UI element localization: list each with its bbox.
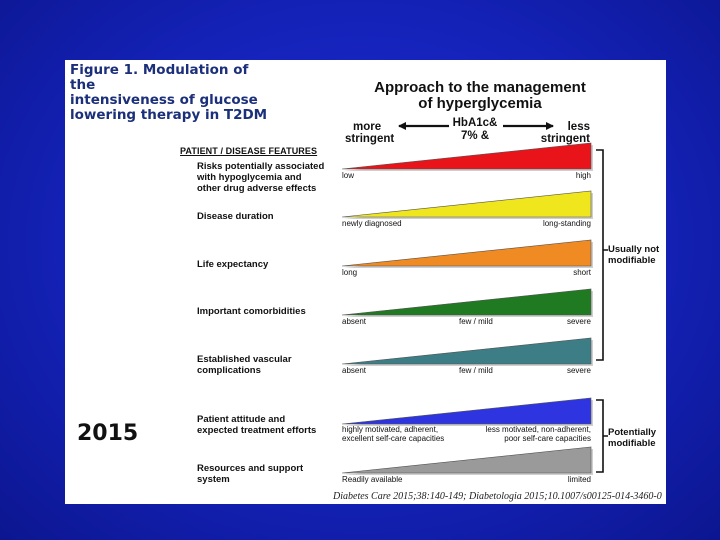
feature-label-line: other drug adverse effects	[197, 183, 317, 194]
hba1c-line: HbA1c&	[452, 117, 498, 129]
scale-left: long	[342, 268, 357, 277]
more-stringent-line: more	[353, 121, 382, 133]
scale-mid: few / mild	[459, 366, 493, 375]
feature-label: Patient attitude and expected treatment e…	[197, 414, 316, 436]
caption-line: intensiveness of glucose	[70, 92, 258, 108]
diagram-graphics	[341, 122, 608, 475]
feature-label: Resources and support system	[197, 463, 303, 485]
less-stringent-line: less	[567, 121, 590, 133]
features-header: PATIENT / DISEASE FEATURES	[180, 146, 318, 156]
caption-line: Figure 1. Modulation of the	[70, 62, 249, 93]
group-label-line: Potentially	[608, 427, 657, 438]
wedge-bar	[341, 142, 592, 170]
scale-right-line: less motivated, non-adherent,	[485, 425, 591, 434]
scale-left: Readily available	[342, 475, 402, 484]
bracket-modifiable	[596, 399, 608, 473]
scale-right: limited	[342, 475, 591, 484]
scale-left: absent	[342, 317, 366, 326]
scale-left: low	[342, 171, 354, 180]
group-label-not-modifiable: Usually not modifiable	[608, 244, 659, 266]
scale-left-line: Readily available	[342, 475, 403, 484]
wedge-bar	[341, 337, 592, 365]
scale-left: highly motivated, adherent, excellent sel…	[342, 425, 444, 443]
feature-label-line: Resources and support	[197, 463, 304, 474]
scale-right: long-standing	[342, 219, 591, 228]
feature-label-line: with hypoglycemia and	[197, 172, 302, 183]
group-label-line: Usually not	[608, 244, 660, 255]
caption-line: lowering therapy in T2DM	[70, 107, 268, 123]
title-line: of hyperglycemia	[418, 95, 542, 112]
scale-left: absent	[342, 366, 366, 375]
feature-label: Risks potentially associated with hypogly…	[197, 161, 324, 194]
less-stringent-line: stringent	[540, 133, 590, 145]
wedge-bar	[341, 397, 592, 425]
group-label-line: modifiable	[608, 438, 656, 449]
scale-right-line: severe	[566, 317, 591, 326]
feature-label: Disease duration	[197, 211, 274, 222]
year-label: 2015	[77, 421, 139, 446]
scale-right-line: poor self-care capacities	[504, 434, 591, 443]
scale-right: short	[342, 268, 591, 277]
wedge-bar	[341, 446, 592, 474]
more-stringent-line: stringent	[345, 133, 395, 145]
more-stringent-label: more stringent	[345, 121, 394, 145]
wedge-bar	[341, 190, 592, 218]
reference-citation: Diabetes Care 2015;38:140-149; Diabetolo…	[333, 491, 662, 502]
feature-label-line: Risks potentially associated	[197, 161, 325, 172]
wedge-bar	[341, 239, 592, 267]
feature-label-line: Life expectancy	[197, 259, 269, 270]
feature-label-line: Important comorbidities	[197, 306, 306, 317]
figure-caption: Figure 1. Modulation of the intensivenes…	[70, 63, 270, 123]
scale-right-line: severe	[566, 366, 591, 375]
scale-mid-line: few / mild	[459, 317, 493, 326]
scale-mid: few / mild	[459, 317, 493, 326]
feature-label-line: complications	[197, 365, 261, 376]
scale-left-line: long	[342, 268, 358, 277]
less-stringent-label: less stringent	[538, 121, 590, 145]
hba1c-label: HbA1c& 7% &	[435, 117, 515, 143]
scale-right-line: short	[573, 268, 591, 277]
wedge-bar	[341, 288, 592, 316]
scale-right: high	[342, 171, 591, 180]
feature-label-line: Established vascular	[197, 354, 292, 365]
feature-label: Important comorbidities	[197, 306, 306, 317]
feature-label-line: Disease duration	[197, 211, 274, 222]
scale-left-line: newly diagnosed	[342, 219, 402, 228]
scale-right: severe	[342, 317, 591, 326]
feature-label: Established vascular complications	[197, 354, 292, 376]
scale-right: less motivated, non-adherent, poor self-c…	[342, 425, 591, 443]
scale-right-line: limited	[567, 475, 591, 484]
scale-mid-line: few / mild	[459, 366, 493, 375]
scale-left-line: excellent self-care capacities	[342, 434, 445, 443]
feature-label: Life expectancy	[197, 259, 268, 270]
scale-left-line: low	[342, 171, 355, 180]
feature-label-line: system	[197, 474, 230, 485]
wedges	[341, 142, 593, 475]
scale-left-line: absent	[342, 366, 367, 375]
feature-label-line: Patient attitude and	[197, 414, 286, 425]
hba1c-line: 7% &	[460, 130, 490, 142]
scale-right: severe	[342, 366, 591, 375]
group-label-line: modifiable	[608, 255, 656, 266]
scale-right-line: high	[575, 171, 591, 180]
diagram-title: Approach to the management of hyperglyce…	[335, 80, 625, 112]
bracket-not-modifiable	[596, 149, 608, 361]
title-line: Approach to the management	[374, 79, 586, 96]
figure-card: Figure 1. Modulation of the intensivenes…	[65, 60, 666, 504]
scale-left: newly diagnosed	[342, 219, 402, 228]
scale-left-line: absent	[342, 317, 367, 326]
feature-label-line: expected treatment efforts	[197, 425, 317, 436]
group-label-modifiable: Potentially modifiable	[608, 427, 656, 449]
scale-left-line: highly motivated, adherent,	[342, 425, 439, 434]
scale-right-line: long-standing	[542, 219, 591, 228]
